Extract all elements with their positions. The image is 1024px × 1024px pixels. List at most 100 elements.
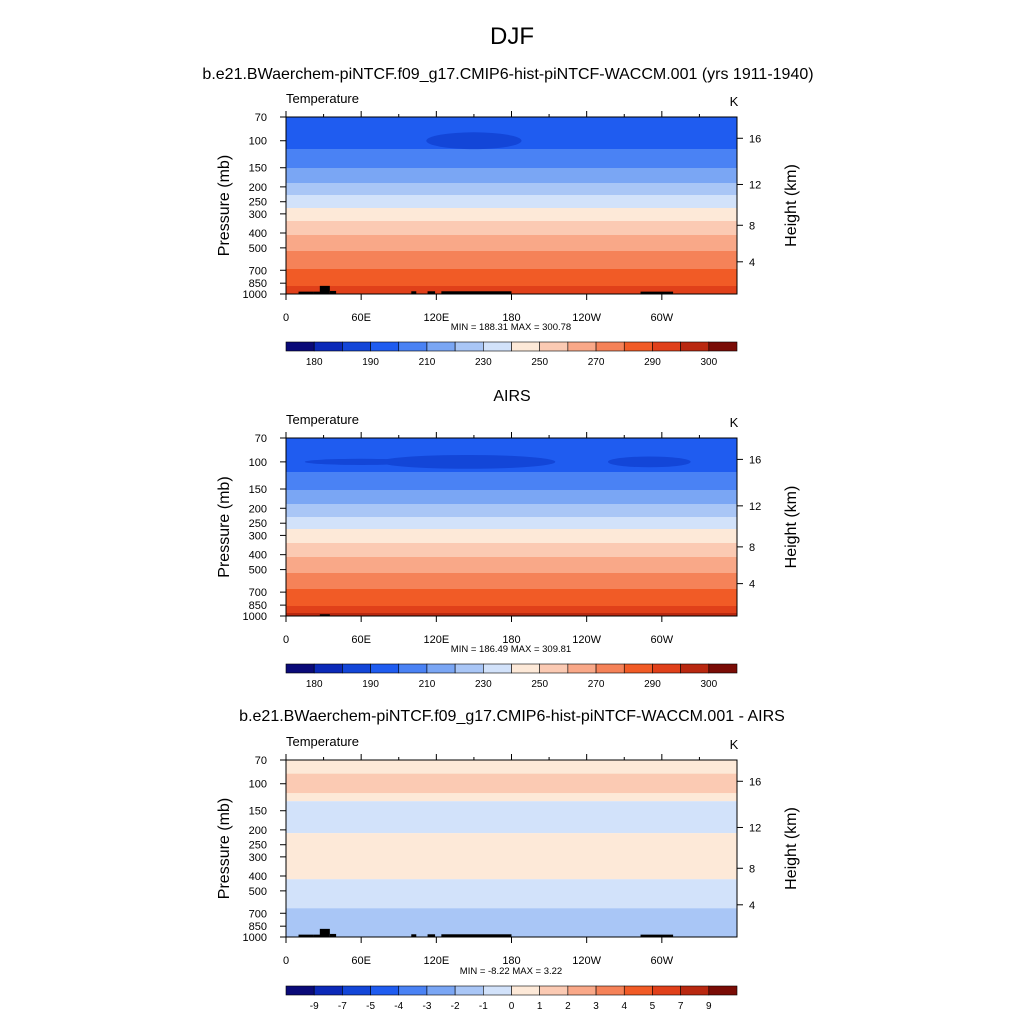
colorbar-label: 9 [706,1001,712,1012]
colorbar-box [595,341,625,352]
contour-band [286,452,737,454]
y-tick-label: 1000 [243,289,267,301]
contour-band [286,480,737,482]
contour-band [286,128,737,130]
contour-band [286,253,737,255]
contour-band [286,519,737,521]
contour-band [286,282,737,284]
contour-band [286,487,737,489]
y-tick-label: 200 [249,182,267,194]
contour-band [286,232,737,234]
contour-band [286,172,737,174]
y-tick-label: 100 [249,779,267,791]
panel-2-units-label: K [730,415,739,430]
contour-band [286,614,737,616]
contour-cold-core [304,458,418,465]
contour-band [286,199,737,201]
colorbar-box [285,985,315,996]
contour-band [286,191,737,193]
contour-band [286,125,737,127]
colorbar-box [708,663,738,674]
contour-band [286,556,737,558]
y-tick-label: 850 [249,600,267,612]
colorbar-label: 180 [306,679,323,690]
contour-band [286,565,737,567]
contour-band [286,209,737,211]
contour-band [286,448,737,450]
contour-band [286,186,737,188]
contour-band [286,164,737,166]
contour-band [286,545,737,547]
topography-block [319,928,330,937]
colorbar-label: -9 [310,1001,319,1012]
x-tick-label: 60E [351,312,371,324]
panel-3-difference-temperature: 0 60E 120E 180 120W 60W7010015020025030040050… [216,754,800,1012]
height-tick-label: 8 [749,220,755,232]
contour-band [286,157,737,159]
contour-band [286,134,737,136]
colorbar-box [623,985,653,996]
colorbar-label: 190 [362,357,379,368]
y-tick-label: 850 [249,921,267,933]
contour-band [286,554,737,556]
contour-band [286,225,737,227]
topography-block [441,934,512,937]
height-tick-label: 12 [749,501,761,513]
height-tick-label: 16 [749,454,761,466]
contour-band [286,245,737,247]
contour-band [286,610,737,612]
contour-band [286,598,737,600]
colorbar-box [623,663,653,674]
contour-band [286,552,737,554]
contour-band [286,543,737,545]
contour-band [286,469,737,471]
contour-band [286,505,737,507]
contour-band [286,243,737,245]
y-tick-label: 700 [249,265,267,277]
contour-band [286,259,737,261]
panel-1-units-label: K [730,94,739,109]
y-tick-label: 70 [255,112,267,124]
contour-band [286,589,737,591]
contour-band [286,509,737,511]
x-tick-label: 120W [572,634,601,646]
colorbar-label: -2 [451,1001,460,1012]
contour-band [286,131,737,133]
colorbar-box [313,663,343,674]
contour-band [286,236,737,238]
contour-band [286,496,737,498]
x-tick-label: 120W [572,312,601,324]
contour-band [286,573,737,575]
contour-band [286,192,737,194]
contour-band [286,557,737,559]
contour-band [286,201,737,203]
x-tick-label: 60W [651,312,674,324]
colorbar-box [595,985,625,996]
contour-band [286,215,737,217]
colorbar-box [680,663,710,674]
x-tick-label: 180 [502,312,520,324]
contour-cold-core [607,456,691,468]
height-tick-label: 16 [749,776,761,788]
contour-band [286,534,737,536]
contour-band [286,118,737,120]
contour-band [286,280,737,282]
contour-band [286,468,737,470]
contour-band [286,182,737,184]
contour-band [286,162,737,164]
contour-band [286,541,737,543]
colorbar-box [511,663,540,674]
colorbar-box [652,341,681,352]
contour-band [286,250,737,252]
contour-region [286,801,737,834]
contour-band [286,583,737,585]
contour-band [286,544,737,546]
contour-band [286,454,737,456]
contour-band [286,260,737,262]
contour-band [286,439,737,441]
contour-band [286,279,737,281]
contour-band [286,222,737,224]
contour-band [286,184,737,186]
colorbar-label: 250 [531,357,548,368]
contour-band [286,494,737,496]
